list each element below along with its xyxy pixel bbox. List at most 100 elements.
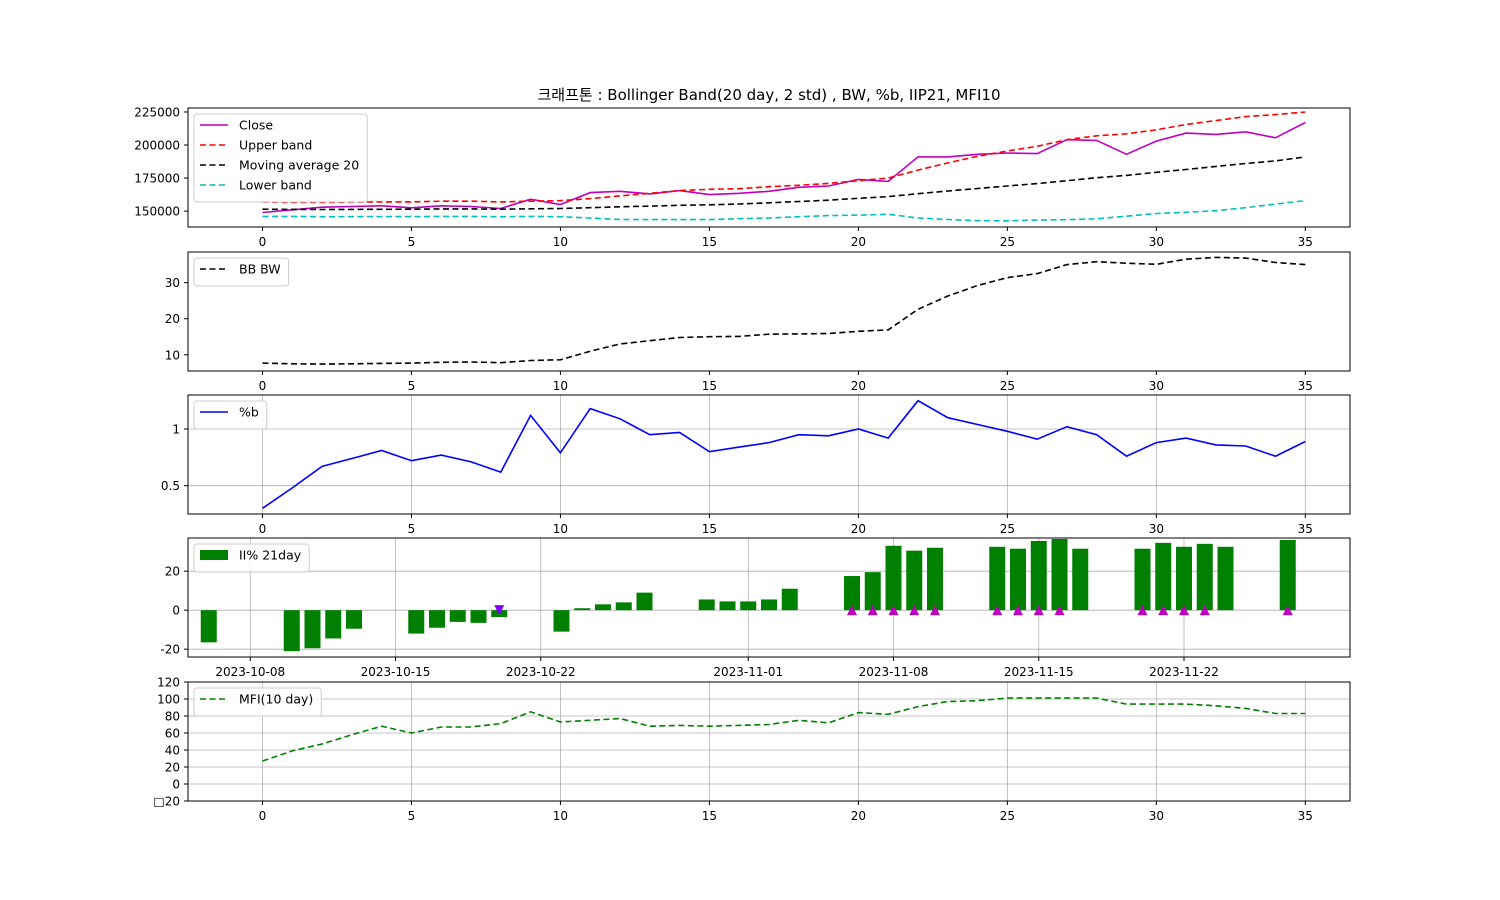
bar bbox=[1176, 546, 1192, 611]
axes-frame bbox=[187, 681, 1351, 802]
bar bbox=[408, 610, 425, 634]
x-tick-label: 15 bbox=[702, 235, 717, 249]
bar bbox=[927, 547, 943, 611]
bar bbox=[283, 610, 300, 652]
sell-signal-marker bbox=[494, 605, 505, 616]
x-tick-label: 2023-10-22 bbox=[506, 665, 576, 679]
panel-bandwidth: 0 5 10 15 20 25 30 35 10 20 30 BB BW bbox=[165, 251, 1351, 393]
series-line-moving-average-20 bbox=[262, 156, 1306, 211]
bar bbox=[615, 602, 632, 611]
legend-label: Upper band bbox=[239, 138, 312, 153]
legend-box bbox=[193, 687, 322, 717]
bar bbox=[740, 601, 757, 611]
plot-area bbox=[262, 399, 1306, 509]
axes-frame bbox=[187, 251, 1351, 372]
buy-signal-marker bbox=[867, 605, 878, 616]
panel-mfi: 0 5 10 15 20 25 30 35 □20 0 20 40 60 80 100 120 MFI(10 d… bbox=[153, 676, 1351, 823]
bar bbox=[429, 610, 445, 628]
legend-label: Close bbox=[239, 118, 273, 133]
bar bbox=[449, 610, 466, 622]
axes-frame bbox=[187, 107, 1351, 228]
legend: %b bbox=[193, 400, 268, 430]
y-tick-label: 20 bbox=[165, 761, 180, 775]
legend-label: II% 21day bbox=[239, 548, 302, 563]
panel-iip21: 2023-10-08 2023-10-15 2023-10-22 2023-11-01… bbox=[160, 537, 1351, 679]
bar bbox=[885, 545, 902, 611]
bar bbox=[1134, 548, 1151, 611]
buy-signal-marker bbox=[1179, 605, 1189, 616]
series-line--b bbox=[262, 399, 1306, 509]
x-tick-label: 5 bbox=[408, 235, 416, 249]
x-tick-label: 25 bbox=[1000, 522, 1015, 536]
bar bbox=[574, 608, 591, 611]
x-tick-label: 10 bbox=[553, 522, 568, 536]
x-tick-label: 35 bbox=[1298, 379, 1313, 393]
x-tick-label: 30 bbox=[1149, 522, 1164, 536]
buy-signal-marker bbox=[1033, 605, 1044, 616]
x-tick-label: 2023-10-08 bbox=[215, 665, 285, 679]
x-tick-label: 30 bbox=[1149, 809, 1164, 823]
y-tick-label: 175000 bbox=[134, 172, 180, 186]
y-tick-label: 120 bbox=[157, 676, 180, 690]
x-tick-label: 2023-11-22 bbox=[1149, 665, 1219, 679]
y-tick-label: 80 bbox=[165, 710, 180, 724]
bar bbox=[761, 599, 777, 611]
series-line-upper-band bbox=[262, 111, 1306, 204]
bar bbox=[636, 592, 653, 611]
x-tick-label: 35 bbox=[1298, 235, 1313, 249]
buy-signal-marker bbox=[1137, 605, 1148, 616]
bar bbox=[470, 610, 487, 623]
bar bbox=[1010, 548, 1026, 611]
legend-box bbox=[193, 400, 268, 430]
plot-area bbox=[200, 538, 1296, 652]
legend: BB BW bbox=[193, 257, 290, 287]
y-tick-label: 200000 bbox=[134, 139, 180, 153]
x-tick-label: 35 bbox=[1298, 809, 1313, 823]
x-tick-label: 10 bbox=[553, 235, 568, 249]
bar bbox=[781, 588, 798, 611]
x-tick-label: 20 bbox=[851, 522, 866, 536]
x-tick-label: 10 bbox=[553, 379, 568, 393]
legend-label: Lower band bbox=[239, 178, 312, 193]
series-line-mfi-10-day- bbox=[262, 697, 1306, 762]
buy-signal-marker bbox=[1282, 605, 1293, 616]
x-tick-label: 5 bbox=[408, 522, 416, 536]
bar bbox=[304, 610, 321, 649]
series-line-lower-band bbox=[262, 199, 1306, 222]
legend: II% 21day bbox=[193, 543, 310, 573]
x-tick-label: 35 bbox=[1298, 522, 1313, 536]
buy-signal-marker bbox=[1054, 605, 1065, 616]
bar bbox=[346, 610, 362, 629]
bar bbox=[1279, 539, 1296, 611]
bar bbox=[325, 610, 342, 639]
chart-title: 크래프톤 : Bollinger Band(20 day, 2 std) , B… bbox=[537, 86, 1000, 104]
bar bbox=[1051, 538, 1068, 611]
x-tick-label: 0 bbox=[259, 809, 267, 823]
y-tick-label: 20 bbox=[165, 312, 180, 326]
x-tick-label: 25 bbox=[1000, 809, 1015, 823]
bar bbox=[1072, 548, 1089, 611]
buy-signal-marker bbox=[1158, 605, 1169, 616]
x-tick-label: 20 bbox=[851, 379, 866, 393]
plot-area bbox=[262, 111, 1306, 222]
x-tick-label: 15 bbox=[702, 379, 717, 393]
axes-frame bbox=[187, 394, 1351, 515]
bar bbox=[1030, 540, 1047, 611]
legend-swatch bbox=[200, 550, 228, 560]
plot-area bbox=[262, 697, 1306, 762]
x-tick-label: 5 bbox=[408, 809, 416, 823]
legend-label: MFI(10 day) bbox=[239, 692, 313, 707]
buy-signal-marker bbox=[1013, 605, 1023, 616]
x-tick-label: 2023-11-01 bbox=[713, 665, 783, 679]
buy-signal-marker bbox=[847, 605, 857, 616]
buy-signal-marker bbox=[888, 605, 899, 616]
legend-label: Moving average 20 bbox=[239, 158, 359, 173]
x-tick-label: 10 bbox=[553, 809, 568, 823]
y-tick-label: 150000 bbox=[134, 205, 180, 219]
bar bbox=[1217, 546, 1234, 611]
bar bbox=[844, 576, 860, 611]
bar bbox=[1196, 543, 1213, 611]
x-tick-label: 20 bbox=[851, 809, 866, 823]
plot-area bbox=[262, 256, 1306, 365]
